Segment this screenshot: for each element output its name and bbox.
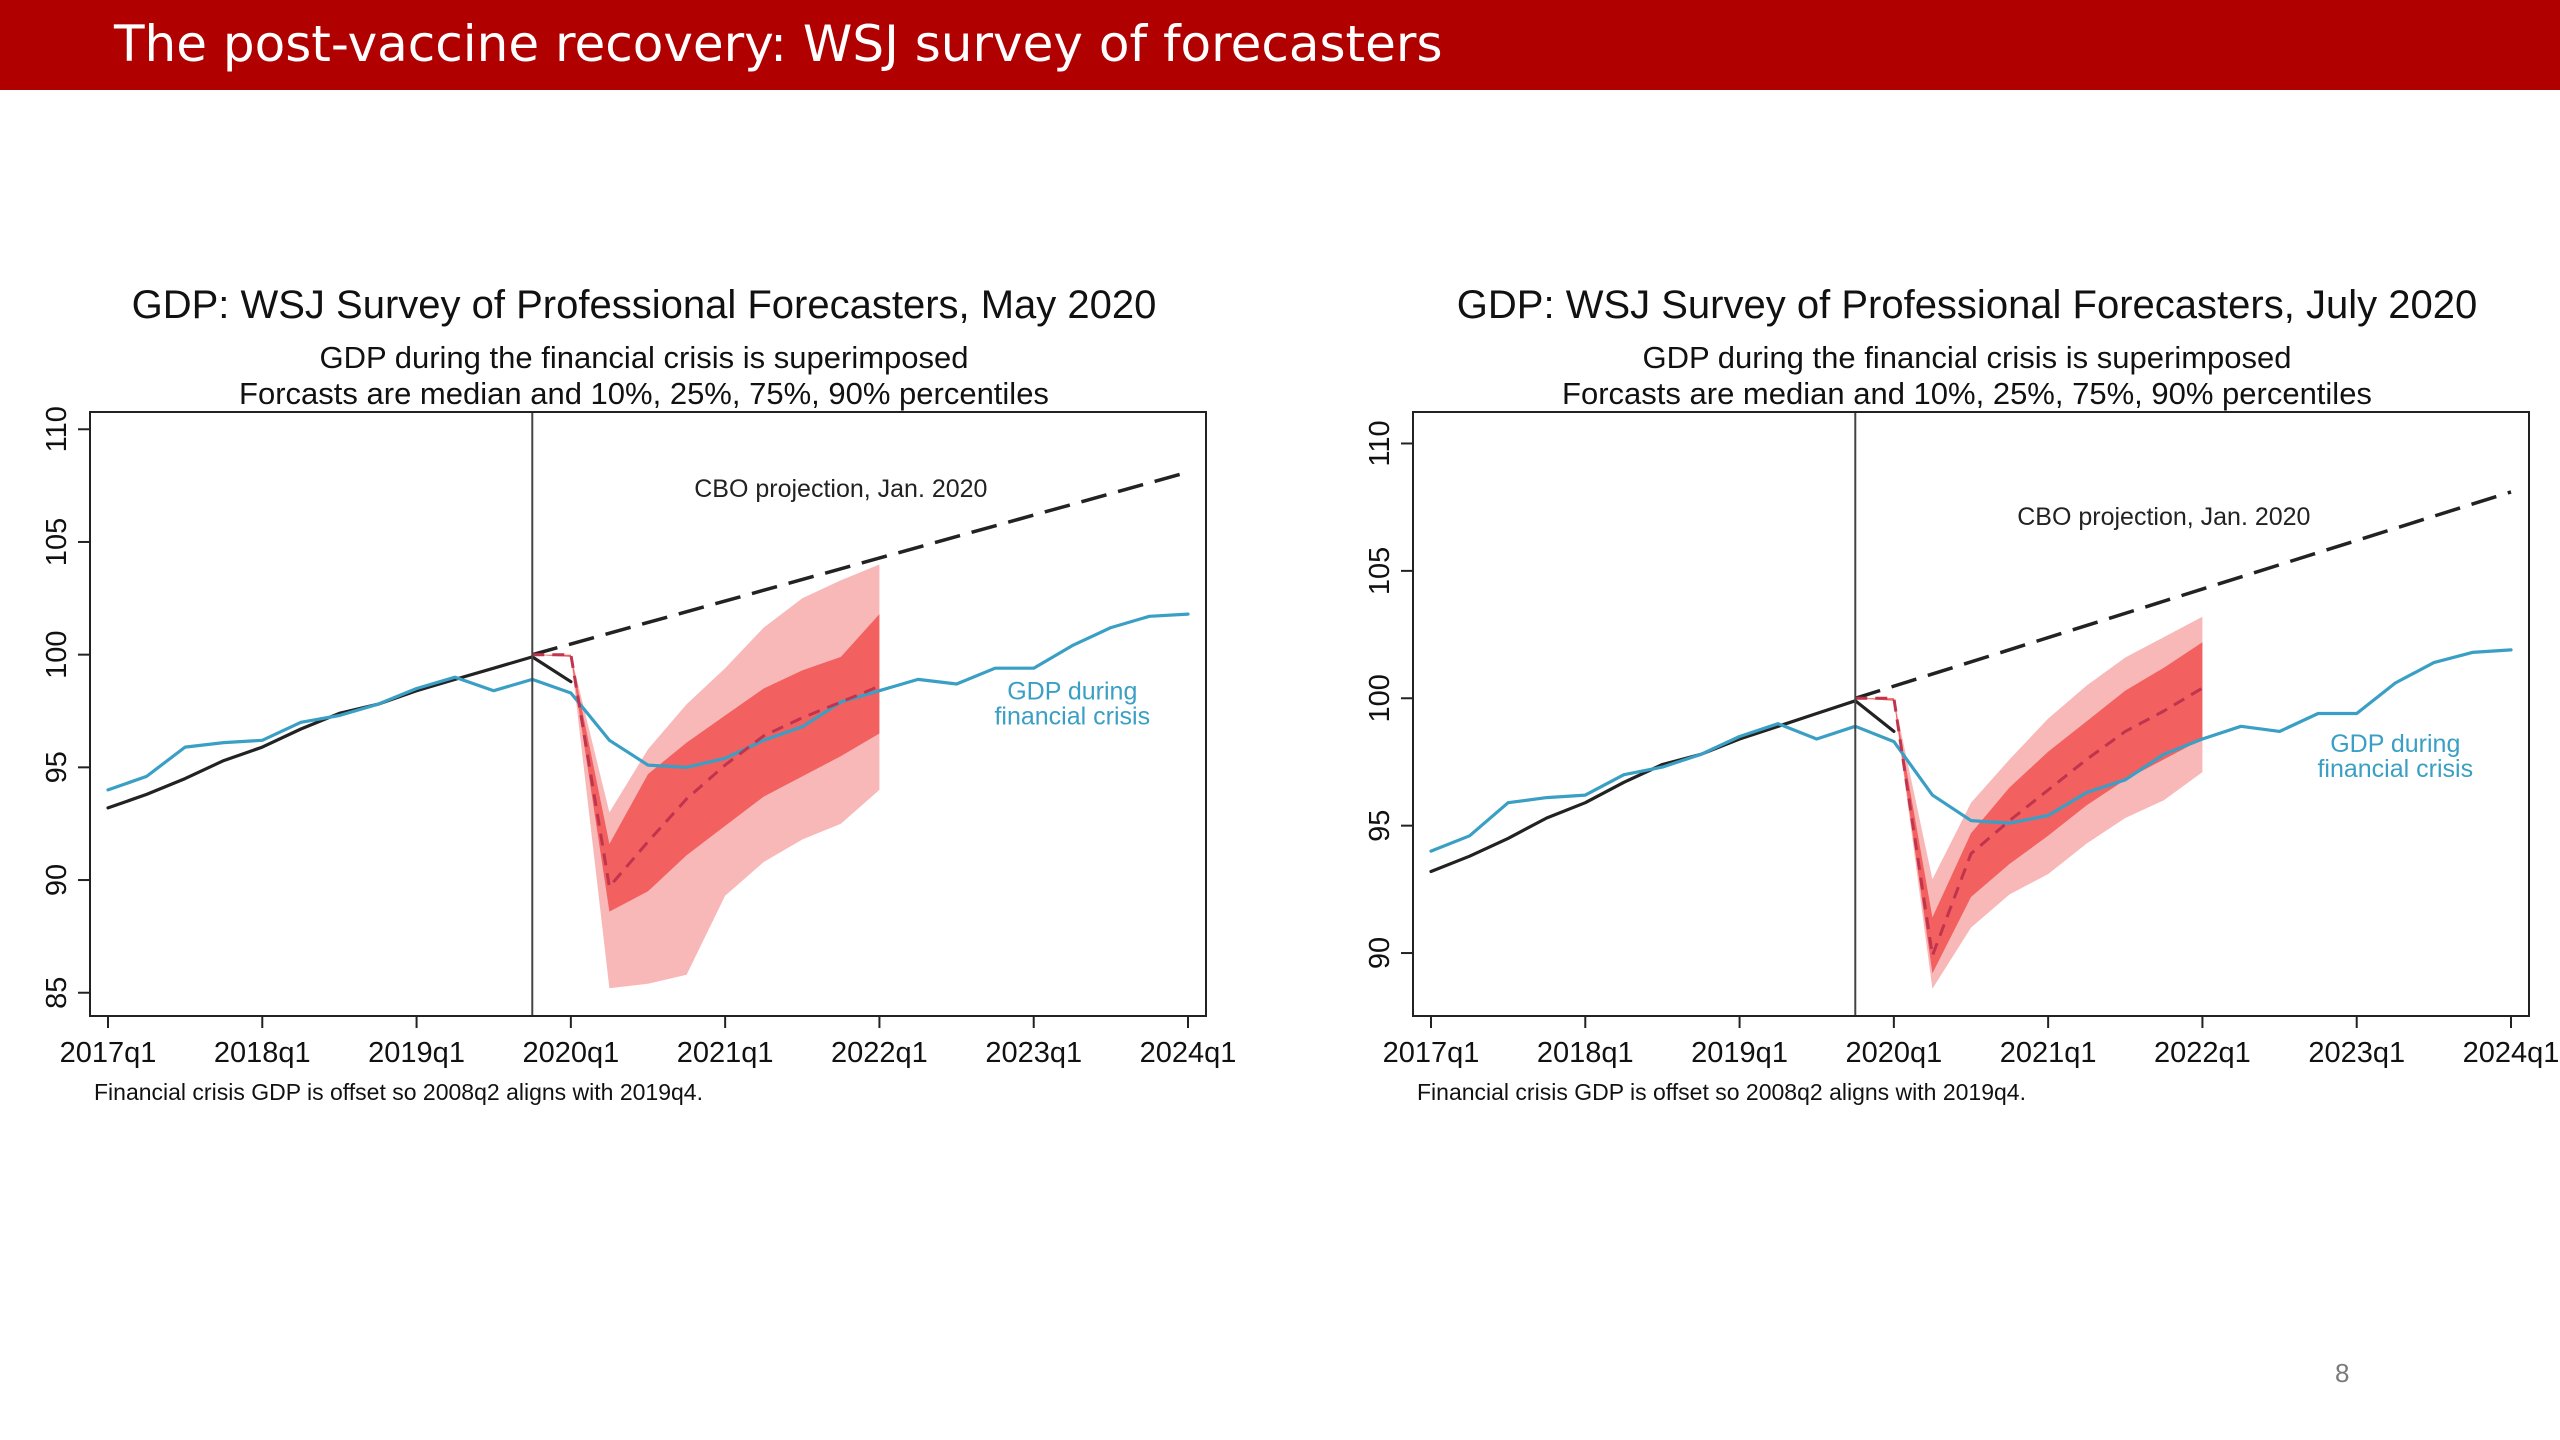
x-tick-label: 2021q1 xyxy=(677,1037,774,1069)
financial-crisis-label: financial crisis xyxy=(2317,755,2473,783)
line-series-0 xyxy=(106,655,573,810)
line-series-5 xyxy=(1855,686,2204,958)
y-tick-label: 85 xyxy=(41,977,73,1009)
y-tick-label: 100 xyxy=(1364,674,1396,722)
y-tick-label: 90 xyxy=(41,864,73,896)
x-tick-label: 2018q1 xyxy=(214,1037,311,1069)
financial-crisis-label: GDP during xyxy=(1007,678,1137,706)
slide-title: The post-vaccine recovery: WSJ survey of… xyxy=(114,15,1443,73)
line-series-2 xyxy=(1854,490,2512,700)
y-tick-label: 110 xyxy=(1364,420,1396,466)
cbo-projection-label: CBO projection, Jan. 2020 xyxy=(694,475,987,503)
financial-crisis-label: GDP during xyxy=(2330,730,2460,758)
chart-subtitle-line: GDP during the financial crisis is super… xyxy=(1642,340,2291,375)
chart-subtitle-line: Forcasts are median and 10%, 25%, 75%, 9… xyxy=(1562,376,2372,411)
x-tick-label: 2024q1 xyxy=(2463,1037,2560,1069)
chart-title: GDP: WSJ Survey of Professional Forecast… xyxy=(1457,283,2477,327)
title-bar: The post-vaccine recovery: WSJ survey of… xyxy=(0,0,2560,90)
x-tick-label: 2024q1 xyxy=(1140,1037,1237,1069)
page-number: 8 xyxy=(2335,1358,2350,1388)
chart-may-2020: GDP: WSJ Survey of Professional Forecast… xyxy=(14,270,1274,1140)
y-tick-label: 90 xyxy=(1364,937,1396,969)
chart-subtitle-line: Forcasts are median and 10%, 25%, 75%, 9… xyxy=(239,376,1049,411)
y-tick-label: 105 xyxy=(41,518,73,566)
chart-subtitle-line: GDP during the financial crisis is super… xyxy=(319,340,968,375)
line-series-1 xyxy=(106,612,1190,792)
line-series-1 xyxy=(1429,648,2513,853)
plot-area xyxy=(106,470,1190,989)
x-tick-label: 2018q1 xyxy=(1537,1037,1634,1069)
y-tick-label: 110 xyxy=(41,406,73,452)
x-tick-label: 2020q1 xyxy=(522,1037,619,1069)
x-tick-label: 2019q1 xyxy=(368,1037,465,1069)
x-tick-label: 2022q1 xyxy=(831,1037,928,1069)
chart-note: Financial crisis GDP is offset so 2008q2… xyxy=(94,1079,703,1105)
chart-note: Financial crisis GDP is offset so 2008q2… xyxy=(1417,1079,2026,1105)
financial-crisis-label: financial crisis xyxy=(994,703,1150,731)
x-tick-label: 2021q1 xyxy=(2000,1037,2097,1069)
forecast-band-series-4 xyxy=(1855,642,2203,974)
x-tick-label: 2020q1 xyxy=(1845,1037,1942,1069)
chart-title: GDP: WSJ Survey of Professional Forecast… xyxy=(132,283,1157,327)
chart-svg: GDP: WSJ Survey of Professional Forecast… xyxy=(1364,283,2560,1105)
chart-july-2020: GDP: WSJ Survey of Professional Forecast… xyxy=(1337,270,2560,1140)
x-tick-label: 2017q1 xyxy=(60,1037,157,1069)
x-tick-label: 2022q1 xyxy=(2154,1037,2251,1069)
line-series-0 xyxy=(1429,699,1896,874)
y-tick-label: 100 xyxy=(41,631,73,679)
plot-frame xyxy=(1412,411,2530,1017)
y-tick-label: 95 xyxy=(41,751,73,783)
chart-svg: GDP: WSJ Survey of Professional Forecast… xyxy=(41,283,1237,1105)
x-tick-label: 2023q1 xyxy=(985,1037,1082,1069)
plot-frame xyxy=(89,411,1207,1017)
plot-area xyxy=(1429,490,2513,989)
x-tick-label: 2017q1 xyxy=(1383,1037,1480,1069)
y-tick-label: 95 xyxy=(1364,810,1396,842)
cbo-projection-label: CBO projection, Jan. 2020 xyxy=(2017,503,2310,531)
x-tick-label: 2019q1 xyxy=(1691,1037,1788,1069)
x-tick-label: 2023q1 xyxy=(2308,1037,2405,1069)
y-tick-label: 105 xyxy=(1364,547,1396,595)
